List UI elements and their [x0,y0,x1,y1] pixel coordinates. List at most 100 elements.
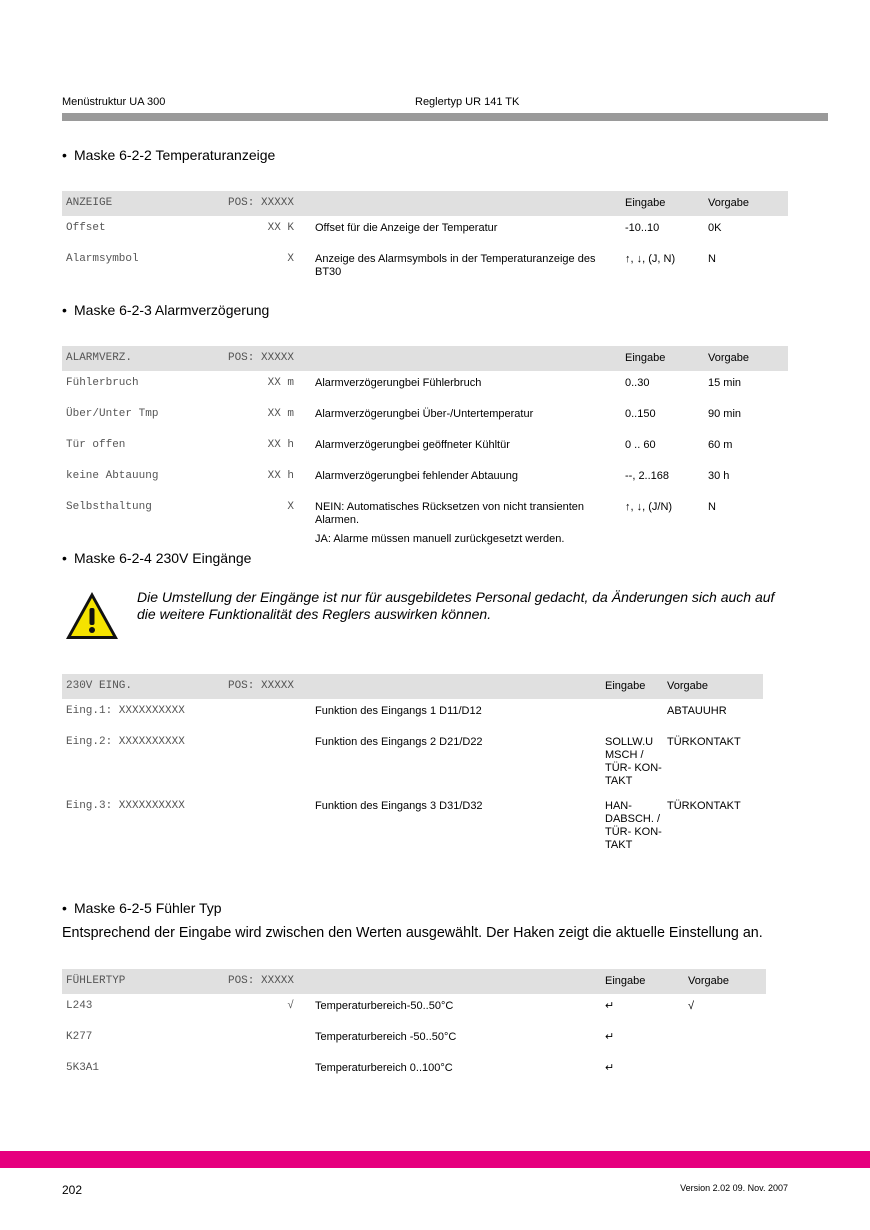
parameter-value: √ [287,1000,294,1012]
parameter-name: Alarmsymbol [66,253,139,265]
heading-text: Maske 6-2-5 Fühler Typ [74,900,222,916]
input-range: ↑, ↓, (J, N) [625,253,676,265]
default-value: N [708,253,716,265]
parameter-value: XX h [267,470,294,482]
section-heading: • Maske 6-2-2 Temperaturanzeige [62,147,276,163]
description-text: Funktion des Eingangs 3 D31/D32 [315,800,483,812]
column-header: POS: XXXXX [227,975,294,987]
table-row: Eing.2: XXXXXXXXXX Funktion des Eingangs … [62,730,763,794]
header-bar [62,113,828,121]
column-header: FÜHLERTYP [66,975,126,987]
column-header: Eingabe [605,975,646,987]
section-heading: • Maske 6-2-5 Fühler Typ [62,900,222,916]
parameter-name: Eing.3: XXXXXXXXXX [66,800,185,812]
description-text: Offset für die Anzeige der Temperatur [315,222,498,234]
column-header: ALARMVERZ. [66,352,133,364]
description: NEIN: Automatisches Rücksetzen von nicht… [315,501,615,552]
table-row: Fühlerbruch XX m Alarmverzögerungbei Fühle… [62,371,788,402]
default-value: 60 m [708,439,733,451]
table-row: 5K3A1 Temperaturbereich 0..100°C ↵ [62,1056,766,1087]
header-left: Menüstruktur UA 300 [62,96,166,108]
parameter-name: Tür offen [66,439,126,451]
description-text: Funktion des Eingangs 2 D21/D22 [315,736,483,748]
parameter-name: Eing.1: XXXXXXXXXX [66,705,185,717]
table-temperaturanzeige: ANZEIGE POS: XXXXX Eingabe Vorgabe Offset XX … [62,191,788,291]
description-text: Funktion des Eingangs 1 D11/D12 [315,705,482,717]
input-range: ↵ [605,1031,615,1043]
table-row: K277 Temperaturbereich -50..50°C ↵ [62,1025,766,1056]
parameter-name: L243 [66,1000,93,1012]
table-row: Selbsthaltung X NEIN: Automatisches Rückse… [62,495,788,558]
parameter-value: X [287,501,294,513]
parameter-name: 5K3A1 [66,1062,100,1074]
description-text: Temperaturbereich-50..50°C [315,1000,454,1012]
description: Offset für die Anzeige der Temperatur [315,222,615,241]
column-header: 230V EING. [66,680,133,692]
description: Anzeige des Alarmsymbols in der Temperat… [315,253,615,285]
input-range: ↵ [605,1000,615,1012]
description-text: Alarmverzögerungbei Über-/Untertemperatu… [315,408,534,420]
input-range: ↵ [605,1062,615,1074]
table-row: Tür offen XX h Alarmverzögerungbei geöffne… [62,433,788,464]
column-header: POS: XXXXX [227,680,294,692]
column-header: Vorgabe [688,975,729,987]
warning-triangle-icon [64,590,120,647]
parameter-value: XX K [267,222,294,234]
description: Funktion des Eingangs 3 D31/D32 [315,800,585,819]
description: Funktion des Eingangs 2 D21/D22 [315,736,585,755]
column-header: POS: XXXXX [227,352,294,364]
table-alarmverzoegerung: ALARMVERZ. POS: XXXXX Eingabe Vorgabe Fühler… [62,346,788,558]
parameter-name: keine Abtauung [66,470,159,482]
input-range: -10..10 [625,222,660,234]
description-text: JA: Alarme müssen manuell zurückgesetzt … [315,533,565,545]
heading-text: Maske 6-2-2 Temperaturanzeige [74,147,276,163]
default-value: 15 min [708,377,742,389]
default-value: 90 min [708,408,742,420]
parameter-value: XX m [267,377,294,389]
paragraph: Entsprechend der Eingabe wird zwischen d… [62,925,763,941]
description: Temperaturbereich-50..50°C [315,1000,585,1019]
description-text: Anzeige des Alarmsymbols in der Temperat… [315,253,596,278]
description: Temperaturbereich -50..50°C [315,1031,585,1050]
page-number: 202 [62,1183,83,1197]
input-range: 0..30 [625,377,650,389]
description-text: NEIN: Automatisches Rücksetzen von nicht… [315,501,585,526]
table-header: ALARMVERZ. POS: XXXXX Eingabe Vorgabe [62,346,788,371]
description: Alarmverzögerungbei fehlender Abtauung [315,470,615,489]
default-value: 30 h [708,470,730,482]
parameter-name: Über/Unter Tmp [66,408,159,420]
table-row: keine Abtauung XX h Alarmverzögerungbei fe… [62,464,788,495]
section-heading: • Maske 6-2-4 230V Eingänge [62,550,252,566]
input-range: 0 .. 60 [625,439,656,451]
column-header: Eingabe [625,352,666,364]
input-range: SOLLW.U MSCH / TÜR- KON- TAKT [605,736,662,787]
description: Alarmverzögerungbei Über-/Untertemperatu… [315,408,615,427]
description: Alarmverzögerungbei Fühlerbruch [315,377,615,396]
table-header: FÜHLERTYP POS: XXXXX Eingabe Vorgabe [62,969,766,994]
parameter-value: XX m [267,408,294,420]
section-heading: • Maske 6-2-3 Alarmverzögerung [62,302,270,318]
input-range: --, 2..168 [625,470,670,482]
table-230v-eingaenge: 230V EING. POS: XXXXX Eingabe Vorgabe Eing.1… [62,674,763,858]
description: Alarmverzögerungbei geöffneter Kühltür [315,439,615,458]
table-row: Eing.1: XXXXXXXXXX Funktion des Eingangs … [62,699,763,730]
parameter-name: Eing.2: XXXXXXXXXX [66,736,185,748]
column-header: POS: XXXXX [227,197,294,209]
parameter-name: Selbsthaltung [66,501,152,513]
description-text: Alarmverzögerungbei Fühlerbruch [315,377,482,389]
default-value: TÜRKONTAKT [667,736,741,748]
input-range: ↑, ↓, (J/N) [625,501,673,513]
parameter-name: K277 [66,1031,93,1043]
table-row: L243 √ Temperaturbereich-50..50°C ↵ √ [62,994,766,1025]
parameter-value: XX h [267,439,294,451]
table-fuehlertyp: FÜHLERTYP POS: XXXXX Eingabe Vorgabe L243 √ Te… [62,969,766,1087]
description-text: Temperaturbereich -50..50°C [315,1031,457,1043]
default-value: √ [688,1000,695,1012]
description-text: Temperaturbereich 0..100°C [315,1062,453,1074]
heading-text: Maske 6-2-4 230V Eingänge [74,550,252,566]
parameter-value: X [287,253,294,265]
table-row: Alarmsymbol X Anzeige des Alarmsymbols in … [62,247,788,291]
column-header: Vorgabe [708,197,749,209]
column-header: ANZEIGE [66,197,113,209]
column-header: Eingabe [625,197,666,209]
